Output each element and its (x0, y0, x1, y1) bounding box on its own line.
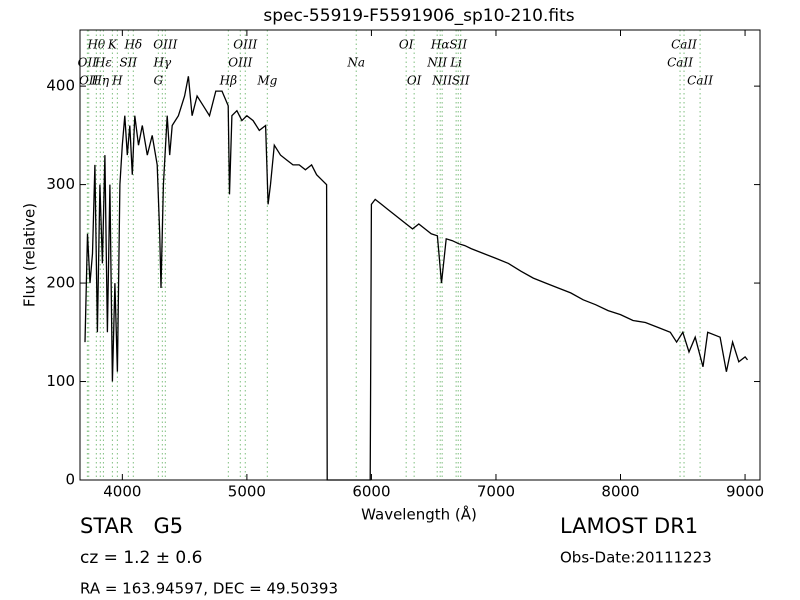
spectral-line-label: SII (449, 38, 467, 52)
spectral-line-label: Na (346, 56, 365, 70)
spectral-line-label: OI (399, 38, 414, 52)
spectral-line-label: Mg (256, 74, 277, 88)
spectral-line-label: OII (79, 74, 99, 88)
x-tick-label: 5000 (228, 483, 266, 501)
spectral-line-label: Hη (90, 74, 109, 88)
spectral-line-label: Li (449, 56, 462, 70)
y-tick-label: 100 (46, 372, 75, 390)
chart-title: spec-55919-F5591906_sp10-210.fits (263, 6, 574, 26)
spectral-line-label: NII (431, 74, 452, 88)
spectral-line-label: OIII (153, 38, 177, 52)
x-tick-label: 6000 (352, 483, 390, 501)
spectral-line-label: Hθ (86, 38, 105, 52)
y-tick-label: 400 (46, 77, 75, 95)
plot-frame (79, 29, 761, 481)
spectral-line-label: Hδ (123, 38, 142, 52)
x-tick-label: 9000 (726, 483, 764, 501)
spectral-line-label: K (107, 38, 118, 52)
spectral-line-label: SII (119, 56, 137, 70)
y-tick-label: 0 (65, 471, 75, 489)
y-tick-label: 200 (46, 274, 75, 292)
spectral-line-label: CaII (671, 38, 697, 52)
spectral-line-label: NII (426, 56, 447, 70)
spectral-line-label: OII (78, 56, 98, 70)
spectral-line-label: OIII (233, 38, 257, 52)
redshift: cz = 1.2 ± 0.6 (80, 548, 202, 568)
x-tick-label: 4000 (103, 483, 141, 501)
spectral-line-label: G (154, 74, 164, 88)
x-tick-label: 7000 (477, 483, 515, 501)
object-class: STAR G5 (80, 514, 183, 538)
spectral-line-label: Hε (94, 56, 112, 70)
obs-date: Obs-Date:20111223 (560, 549, 712, 567)
spectral-line-label: H (111, 74, 123, 88)
spectral-line-label: CaII (667, 56, 693, 70)
y-axis-label: Flux (relative) (21, 203, 39, 307)
spectral-line-label: OIII (228, 56, 252, 70)
spectral-line-label: SII (452, 74, 470, 88)
spectral-line-label: OI (407, 74, 422, 88)
y-tick-label: 300 (46, 175, 75, 193)
spectral-line-label: Hα (430, 38, 450, 52)
x-axis-label: Wavelength (Å) (361, 505, 477, 524)
survey: LAMOST DR1 (560, 514, 698, 538)
x-tick-label: 8000 (601, 483, 639, 501)
coordinates: RA = 163.94597, DEC = 49.50393 (80, 580, 338, 598)
spectral-line-label: CaII (687, 74, 713, 88)
spectral-line-label: Hγ (153, 56, 172, 70)
spectrum-line (84, 76, 749, 481)
spectral-line-label: Hβ (219, 74, 237, 88)
